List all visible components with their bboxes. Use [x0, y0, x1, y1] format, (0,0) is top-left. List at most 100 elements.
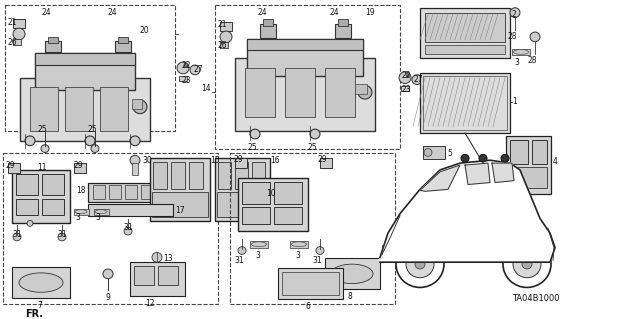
- Bar: [94, 209, 109, 215]
- Bar: [65, 87, 93, 131]
- Circle shape: [25, 136, 35, 146]
- Circle shape: [130, 136, 140, 146]
- Text: 12: 12: [145, 299, 154, 308]
- Bar: [30, 87, 58, 131]
- Text: 3: 3: [75, 213, 80, 222]
- Circle shape: [530, 32, 540, 42]
- Bar: [141, 185, 153, 199]
- Text: 26: 26: [217, 41, 227, 50]
- Circle shape: [461, 154, 469, 162]
- Circle shape: [501, 154, 509, 162]
- Text: 7: 7: [37, 301, 42, 310]
- Text: 29: 29: [318, 155, 328, 164]
- Bar: [215, 5, 400, 149]
- Bar: [235, 158, 247, 168]
- Circle shape: [479, 154, 487, 162]
- Bar: [16, 174, 38, 195]
- Bar: [252, 162, 265, 189]
- Circle shape: [124, 227, 132, 235]
- Bar: [423, 76, 507, 130]
- Text: 31: 31: [312, 256, 322, 265]
- Bar: [12, 170, 70, 223]
- Circle shape: [85, 136, 95, 146]
- Ellipse shape: [291, 242, 307, 247]
- Text: 24: 24: [330, 8, 340, 17]
- Text: 16: 16: [270, 156, 280, 165]
- Text: FR.: FR.: [25, 309, 43, 319]
- Polygon shape: [380, 160, 555, 262]
- Text: 30: 30: [142, 156, 152, 165]
- Text: 26: 26: [8, 38, 18, 47]
- Bar: [425, 45, 505, 54]
- Text: 25: 25: [247, 143, 257, 152]
- Bar: [260, 24, 276, 38]
- Text: 1: 1: [512, 97, 516, 106]
- Bar: [512, 48, 530, 56]
- Circle shape: [479, 154, 487, 162]
- Bar: [118, 37, 128, 43]
- Bar: [150, 158, 210, 221]
- Bar: [532, 140, 547, 164]
- Circle shape: [41, 145, 49, 152]
- Text: 25: 25: [88, 125, 98, 134]
- Polygon shape: [465, 163, 490, 184]
- Circle shape: [177, 62, 189, 74]
- Bar: [16, 199, 38, 215]
- Bar: [285, 68, 315, 116]
- Bar: [88, 182, 173, 202]
- Text: TA04B1000: TA04B1000: [513, 294, 560, 303]
- Bar: [13, 19, 25, 28]
- Bar: [242, 207, 270, 224]
- Text: 27: 27: [193, 65, 203, 74]
- Bar: [35, 53, 135, 90]
- Bar: [278, 268, 343, 299]
- Bar: [88, 204, 173, 216]
- Ellipse shape: [95, 210, 107, 214]
- Bar: [158, 266, 178, 286]
- Bar: [12, 267, 70, 298]
- Bar: [238, 178, 308, 231]
- Bar: [263, 19, 273, 26]
- Bar: [152, 192, 208, 217]
- Text: 20: 20: [140, 26, 150, 35]
- Bar: [235, 162, 248, 189]
- Bar: [74, 163, 86, 173]
- Circle shape: [152, 252, 162, 262]
- Text: 3: 3: [95, 213, 100, 222]
- Bar: [45, 41, 61, 52]
- Circle shape: [27, 220, 33, 226]
- Bar: [245, 68, 275, 116]
- Circle shape: [399, 72, 411, 84]
- Circle shape: [190, 65, 200, 75]
- Bar: [5, 5, 175, 131]
- Text: 3: 3: [514, 58, 519, 67]
- Ellipse shape: [331, 264, 373, 284]
- Circle shape: [13, 28, 25, 40]
- Circle shape: [220, 31, 232, 43]
- Bar: [290, 241, 308, 248]
- Text: 3: 3: [255, 250, 260, 260]
- Text: 17: 17: [175, 206, 184, 215]
- Bar: [218, 162, 231, 189]
- Bar: [35, 53, 135, 65]
- Bar: [425, 13, 505, 42]
- Text: 13: 13: [163, 255, 173, 263]
- Bar: [109, 185, 121, 199]
- Bar: [247, 39, 363, 50]
- Bar: [338, 19, 348, 26]
- Ellipse shape: [513, 49, 529, 54]
- Bar: [382, 245, 394, 252]
- Circle shape: [522, 259, 532, 269]
- Text: 23: 23: [402, 85, 412, 94]
- Circle shape: [130, 155, 140, 165]
- Bar: [274, 207, 302, 224]
- Text: 3: 3: [295, 250, 300, 260]
- Text: 25: 25: [38, 125, 47, 134]
- Circle shape: [461, 154, 469, 162]
- Bar: [247, 39, 363, 76]
- Bar: [242, 182, 270, 204]
- Circle shape: [424, 149, 432, 156]
- Text: 28: 28: [507, 32, 516, 41]
- Bar: [420, 73, 510, 133]
- Bar: [93, 185, 105, 199]
